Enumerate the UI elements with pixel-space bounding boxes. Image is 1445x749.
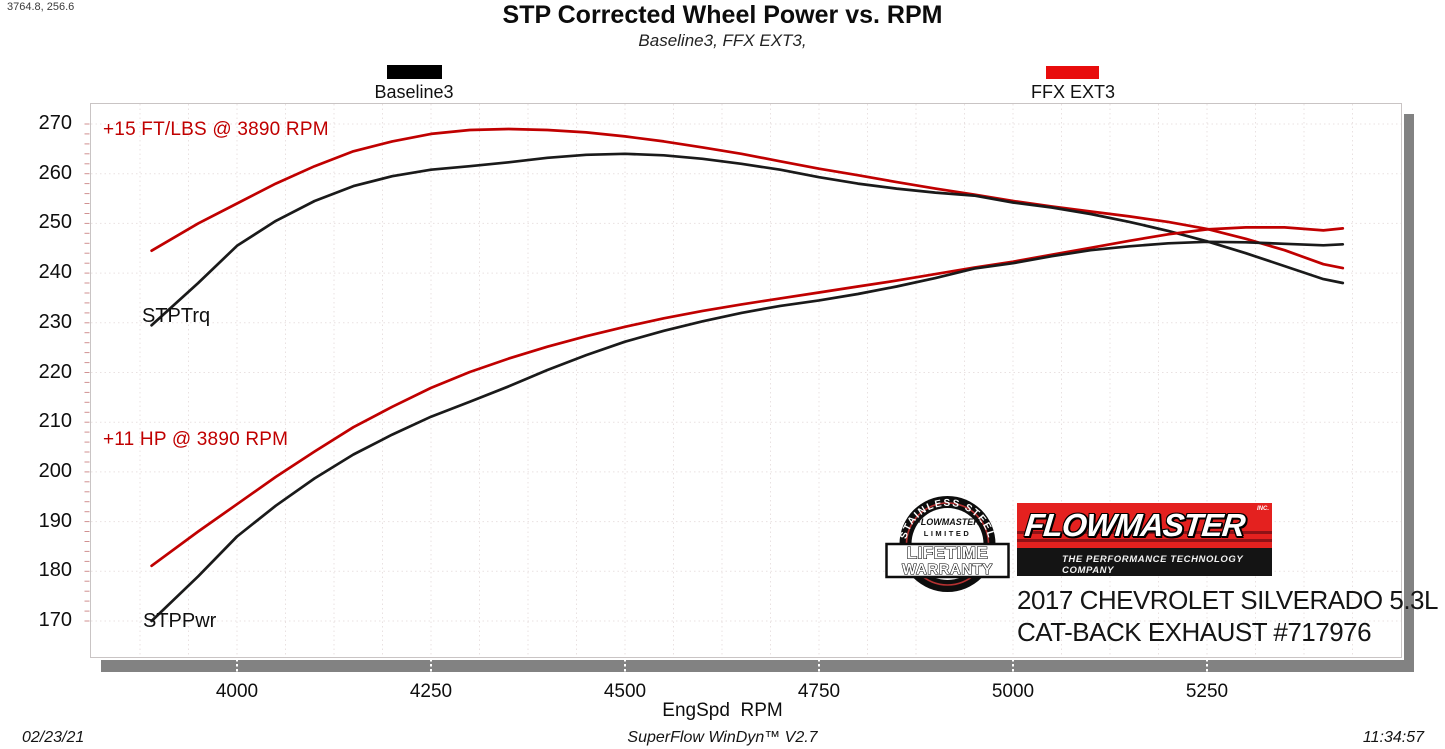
cursor-readout: 3764.8, 256.6 — [7, 1, 75, 13]
y-axis-tick-label: 190 — [38, 509, 72, 532]
x-axis-tick-label: 5250 — [1185, 681, 1229, 702]
y-axis-tick-label: 220 — [38, 360, 72, 383]
y-axis-tick-label: 180 — [38, 559, 72, 582]
vehicle-description-line1: 2017 CHEVROLET SILVERADO 5.3L — [1017, 585, 1438, 615]
torque-curve-label: STPTrq — [142, 305, 211, 327]
badge-warranty-text: WARRANTY — [902, 561, 993, 578]
badge-lifetime-text: LIFETIME — [907, 544, 988, 563]
footer-date: 02/23/21 — [22, 729, 85, 746]
footer-time: 11:34:57 — [1362, 729, 1424, 746]
vehicle-description-line2: CAT-BACK EXHAUST #717976 — [1017, 617, 1372, 647]
logo-inc-text: INC. — [1257, 506, 1269, 512]
power-curve-label: STPPwr — [143, 610, 217, 632]
x-axis-tick-label: 4250 — [409, 681, 453, 702]
y-axis-tick-label: 240 — [38, 261, 72, 284]
x-axis-tick-label: 4500 — [603, 681, 647, 702]
torque-gain-annotation: +15 FT/LBS @ 3890 RPM — [103, 119, 329, 140]
x-axis-title: EngSpd RPM — [662, 700, 783, 721]
flowmaster-logo: FLOWMASTER INC. THE PERFORMANCE TECHNOLO… — [1017, 503, 1272, 576]
curve-ffx-torque — [150, 127, 1345, 270]
badge-banner — [885, 542, 1010, 579]
logo-black-band — [1017, 548, 1272, 576]
logo-stripe — [1017, 531, 1272, 534]
curve-ffx-power — [150, 226, 1345, 568]
curve-baseline-torque — [150, 152, 1345, 327]
lifetime-warranty-badge: STAINLESS STEEL FLOWMASTER LIMITED LIFET… — [885, 496, 1010, 592]
footer-app-name: SuperFlow WinDyn™ V2.7 — [627, 729, 818, 746]
y-axis-tick-label: 200 — [38, 459, 72, 482]
legend-label-ffx-ext3[interactable]: FFX EXT3 — [1030, 82, 1115, 102]
chart-title: STP Corrected Wheel Power vs. RPM — [502, 1, 943, 29]
legend-label-baseline3[interactable]: Baseline3 — [374, 82, 454, 102]
power-gain-annotation: +11 HP @ 3890 RPM — [103, 429, 289, 450]
logo-stripe — [1017, 539, 1272, 542]
badge-limited-text: LIMITED — [924, 529, 972, 538]
legend-swatch-baseline3[interactable] — [387, 65, 442, 79]
legend-swatch-ffx-ext3[interactable] — [1046, 66, 1099, 79]
curve-baseline-power — [150, 240, 1345, 623]
y-axis-tick-label: 230 — [38, 310, 72, 333]
x-axis-tick-label: 4000 — [215, 681, 259, 702]
logo-tagline: THE PERFORMANCE TECHNOLOGY COMPANY — [1062, 554, 1244, 576]
x-axis-tick-label: 5000 — [991, 681, 1035, 702]
logo-red-field — [1017, 503, 1272, 548]
logo-wordmark: FLOWMASTER — [1023, 507, 1247, 543]
y-axis-tick-label: 270 — [38, 112, 72, 134]
chart-subtitle: Baseline3, FFX EXT3, — [638, 31, 807, 50]
y-axis-tick-label: 250 — [38, 211, 72, 234]
y-axis-tick-label: 210 — [38, 410, 72, 433]
badge-brand-text: FLOWMASTER — [915, 517, 980, 527]
y-axis-tick-label: 170 — [38, 609, 72, 631]
y-axis-tick-label: 260 — [38, 161, 72, 184]
x-axis-tick-label: 4750 — [797, 681, 841, 702]
